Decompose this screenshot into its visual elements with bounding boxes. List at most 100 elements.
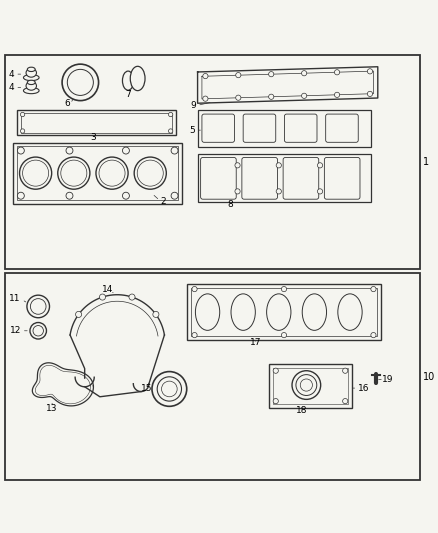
- Text: 15: 15: [141, 384, 152, 393]
- Text: 4: 4: [9, 83, 14, 92]
- Circle shape: [203, 96, 208, 101]
- Ellipse shape: [302, 294, 327, 330]
- Circle shape: [273, 399, 278, 403]
- Circle shape: [292, 371, 321, 399]
- Ellipse shape: [338, 294, 362, 330]
- Bar: [269, 364, 352, 408]
- Circle shape: [318, 189, 323, 194]
- Circle shape: [343, 399, 348, 403]
- Text: 17: 17: [250, 338, 261, 347]
- Circle shape: [268, 71, 274, 77]
- FancyBboxPatch shape: [243, 114, 276, 142]
- Text: 5: 5: [190, 126, 195, 135]
- Circle shape: [152, 372, 187, 406]
- Circle shape: [137, 160, 163, 186]
- Circle shape: [129, 294, 135, 300]
- Circle shape: [30, 322, 46, 339]
- Circle shape: [169, 112, 173, 117]
- FancyBboxPatch shape: [201, 158, 236, 199]
- Bar: [198, 155, 371, 202]
- Circle shape: [335, 70, 339, 75]
- Circle shape: [301, 70, 307, 76]
- Ellipse shape: [26, 82, 36, 90]
- Circle shape: [58, 157, 90, 189]
- Circle shape: [192, 286, 197, 292]
- Circle shape: [192, 333, 197, 338]
- Bar: [198, 110, 371, 147]
- Text: 11: 11: [9, 294, 21, 303]
- Circle shape: [367, 91, 373, 96]
- Circle shape: [153, 311, 159, 318]
- Circle shape: [371, 333, 376, 338]
- Circle shape: [27, 295, 49, 318]
- Circle shape: [18, 192, 25, 199]
- Circle shape: [235, 189, 240, 194]
- Text: 10: 10: [424, 372, 436, 382]
- Circle shape: [367, 69, 373, 74]
- Circle shape: [296, 375, 317, 395]
- Text: 13: 13: [46, 405, 58, 414]
- Ellipse shape: [26, 68, 36, 77]
- Text: 9: 9: [191, 101, 196, 110]
- Circle shape: [171, 192, 178, 199]
- Circle shape: [276, 163, 281, 168]
- FancyBboxPatch shape: [326, 114, 358, 142]
- Circle shape: [99, 294, 106, 300]
- Circle shape: [276, 189, 281, 194]
- Ellipse shape: [267, 294, 291, 330]
- Text: 4: 4: [9, 70, 14, 79]
- Circle shape: [76, 311, 81, 318]
- Circle shape: [203, 74, 208, 79]
- Text: 2: 2: [161, 197, 166, 206]
- Text: 6: 6: [64, 99, 70, 108]
- Circle shape: [157, 377, 181, 401]
- Circle shape: [236, 72, 241, 78]
- Circle shape: [318, 163, 323, 168]
- Circle shape: [134, 157, 166, 189]
- Bar: [21, 113, 173, 133]
- Bar: [18, 110, 176, 135]
- Circle shape: [162, 381, 177, 397]
- Text: 16: 16: [358, 384, 370, 393]
- Text: 1: 1: [424, 157, 430, 167]
- Circle shape: [33, 326, 43, 336]
- Circle shape: [18, 147, 25, 154]
- Circle shape: [281, 333, 286, 338]
- Text: 8: 8: [227, 200, 233, 209]
- Circle shape: [301, 93, 307, 99]
- Circle shape: [21, 129, 25, 133]
- Bar: [18, 146, 178, 200]
- FancyBboxPatch shape: [283, 158, 319, 199]
- Bar: [187, 284, 381, 340]
- Circle shape: [273, 368, 278, 373]
- FancyBboxPatch shape: [284, 114, 317, 142]
- Circle shape: [62, 64, 99, 101]
- Ellipse shape: [123, 71, 134, 90]
- Ellipse shape: [27, 80, 35, 85]
- Bar: [191, 288, 377, 336]
- Bar: [13, 143, 182, 204]
- Circle shape: [21, 112, 25, 117]
- Circle shape: [23, 160, 49, 186]
- Ellipse shape: [195, 294, 220, 330]
- Ellipse shape: [130, 66, 145, 91]
- Circle shape: [171, 147, 178, 154]
- Text: 7: 7: [125, 91, 131, 100]
- Circle shape: [99, 160, 125, 186]
- Circle shape: [66, 147, 73, 154]
- Circle shape: [30, 298, 46, 314]
- FancyBboxPatch shape: [202, 114, 234, 142]
- Circle shape: [335, 92, 339, 98]
- Circle shape: [343, 368, 348, 373]
- Circle shape: [96, 157, 128, 189]
- Circle shape: [236, 95, 241, 100]
- Circle shape: [268, 94, 274, 99]
- Text: 3: 3: [91, 133, 96, 142]
- Ellipse shape: [27, 67, 35, 71]
- FancyBboxPatch shape: [242, 158, 278, 199]
- Text: 14: 14: [102, 285, 113, 294]
- Circle shape: [123, 192, 129, 199]
- Circle shape: [20, 157, 52, 189]
- Ellipse shape: [24, 87, 39, 94]
- Circle shape: [67, 69, 93, 95]
